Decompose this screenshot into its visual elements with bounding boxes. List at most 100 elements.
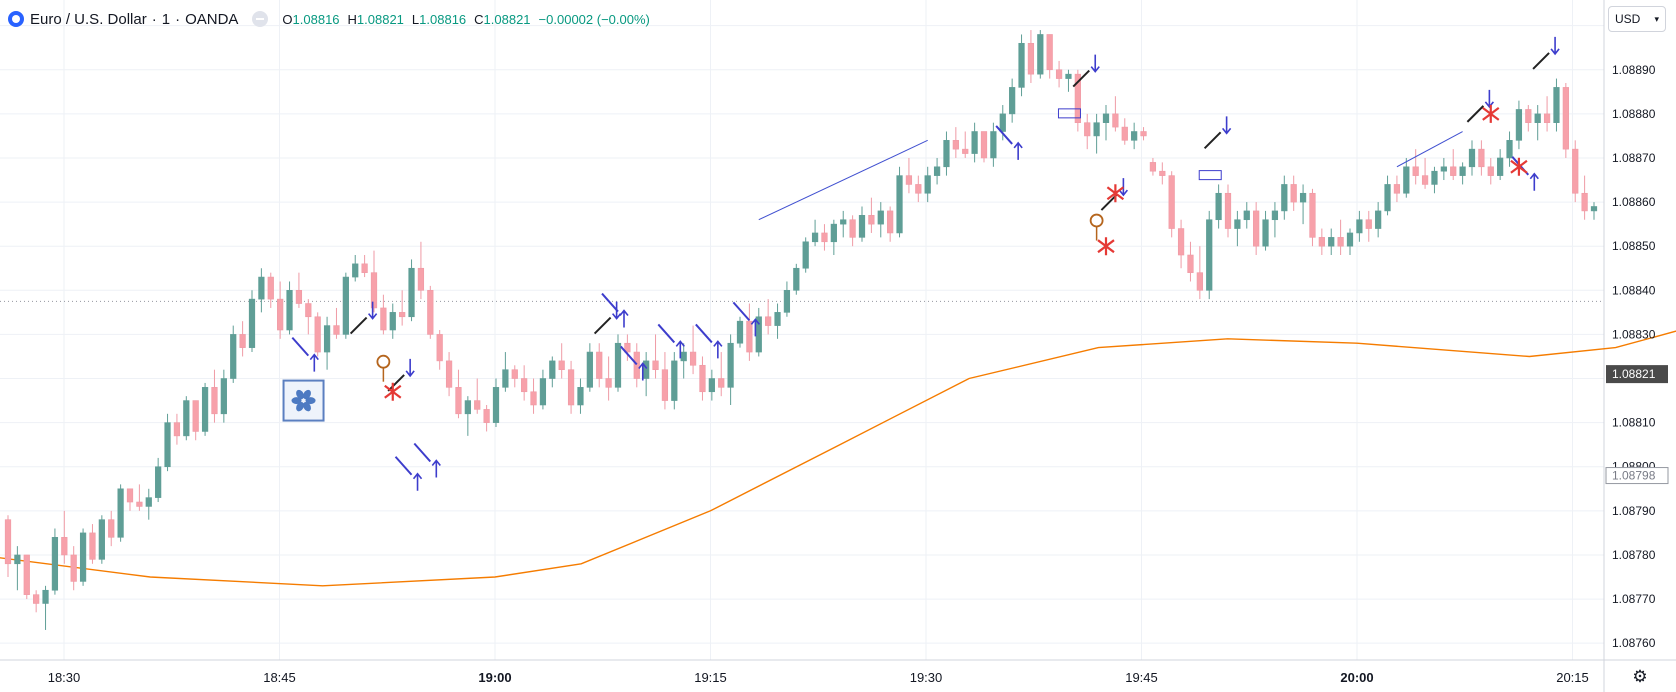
candle-body[interactable] [399,312,406,318]
candle-body[interactable] [971,131,978,154]
candle-body[interactable] [539,378,547,406]
candle-body[interactable] [736,320,744,344]
candle-body[interactable] [79,532,87,582]
candle-body[interactable] [1074,73,1081,123]
candle-body[interactable] [1328,237,1335,247]
candle-body[interactable] [4,519,12,565]
candle-body[interactable] [155,466,162,498]
candle-body[interactable] [943,140,950,168]
candle-body[interactable] [342,276,349,335]
candle-body[interactable] [530,391,537,406]
candle-body[interactable] [333,325,340,335]
candle-body[interactable] [999,113,1006,132]
candle-body[interactable] [1112,113,1119,128]
candle-body[interactable] [783,290,791,313]
candle-body[interactable] [1159,170,1166,176]
candle-body[interactable] [1224,192,1232,229]
candle-body[interactable] [1102,113,1110,123]
candle-body[interactable] [774,312,781,326]
candle-body[interactable] [117,488,124,538]
candle-body[interactable] [830,223,837,243]
candle-body[interactable] [802,241,809,269]
candle-body[interactable] [811,232,819,243]
candle-body[interactable] [1525,109,1532,123]
candle-body[interactable] [248,298,256,348]
candle-body[interactable] [793,267,800,291]
candle-body[interactable] [840,219,847,225]
candle-body[interactable] [586,351,593,388]
candle-body[interactable] [323,325,331,353]
candle-body[interactable] [915,184,922,194]
candle-body[interactable] [633,351,640,379]
candle-body[interactable] [1450,166,1457,176]
candle-body[interactable] [483,409,490,423]
candle-body[interactable] [211,387,218,415]
candle-body[interactable] [689,351,697,366]
candle-body[interactable] [1009,87,1016,115]
candle-body[interactable] [1140,131,1147,137]
flower-icon-box[interactable] [282,379,325,422]
candle-body[interactable] [1177,228,1185,256]
candle-body[interactable] [990,131,997,159]
candle-body[interactable] [1253,210,1260,247]
candle-body[interactable] [661,369,669,401]
candle-body[interactable] [652,360,659,370]
candle-body[interactable] [1572,148,1579,194]
candle-body[interactable] [1290,184,1297,203]
candle-body[interactable] [258,276,265,300]
candle-body[interactable] [51,537,59,591]
candle-body[interactable] [558,360,565,370]
candle-body[interactable] [1543,113,1551,123]
candle-body[interactable] [1215,192,1222,221]
candle-body[interactable] [1318,237,1325,247]
candle-body[interactable] [699,364,706,393]
candle-body[interactable] [408,267,415,318]
candle-body[interactable] [624,342,631,353]
candle-body[interactable] [1553,87,1560,123]
candle-body[interactable] [1281,184,1288,212]
candle-body[interactable] [1299,192,1307,203]
candle-body[interactable] [1037,34,1044,75]
candle-body[interactable] [1393,184,1401,194]
candle-body[interactable] [474,400,481,410]
candle-body[interactable] [380,307,387,331]
candle-body[interactable] [33,594,40,604]
candle-body[interactable] [239,334,246,348]
candle-body[interactable] [417,267,425,291]
candle-body[interactable] [521,378,528,393]
candle-body[interactable] [370,272,378,309]
candle-body[interactable] [1375,210,1382,229]
candle-body[interactable] [389,312,396,331]
candle-body[interactable] [718,378,725,388]
candle-body[interactable] [1478,148,1485,168]
candle-body[interactable] [877,210,884,225]
candle-body[interactable] [1384,184,1391,212]
candle-body[interactable] [1506,140,1513,159]
candle-body[interactable] [1084,122,1091,137]
candle-body[interactable] [361,263,368,273]
candle-body[interactable] [1065,73,1072,79]
candle-body[interactable] [277,298,284,331]
candle-body[interactable] [1412,166,1419,176]
candle-body[interactable] [1196,272,1203,291]
candle-body[interactable] [980,131,988,159]
candle-body[interactable] [1309,192,1316,238]
gear-icon[interactable]: ⚙ [1632,667,1648,686]
candle-body[interactable] [445,360,453,388]
candle-body[interactable] [1590,206,1598,212]
candle-body[interactable] [1403,166,1410,194]
candle-body[interactable] [286,290,293,331]
currency-selector[interactable]: USD ▾ [1608,6,1666,32]
candle-body[interactable] [577,387,584,406]
candle-body[interactable] [896,175,903,234]
candle-body[interactable] [1243,210,1250,221]
candle-body[interactable] [511,369,518,379]
candle-body[interactable] [1206,219,1213,291]
candle-body[interactable] [1262,219,1269,247]
candle-body[interactable] [126,488,134,503]
candle-body[interactable] [1149,162,1157,172]
candle-body[interactable] [1497,157,1504,176]
candle-body[interactable] [1534,113,1541,123]
candle-body[interactable] [108,519,115,538]
